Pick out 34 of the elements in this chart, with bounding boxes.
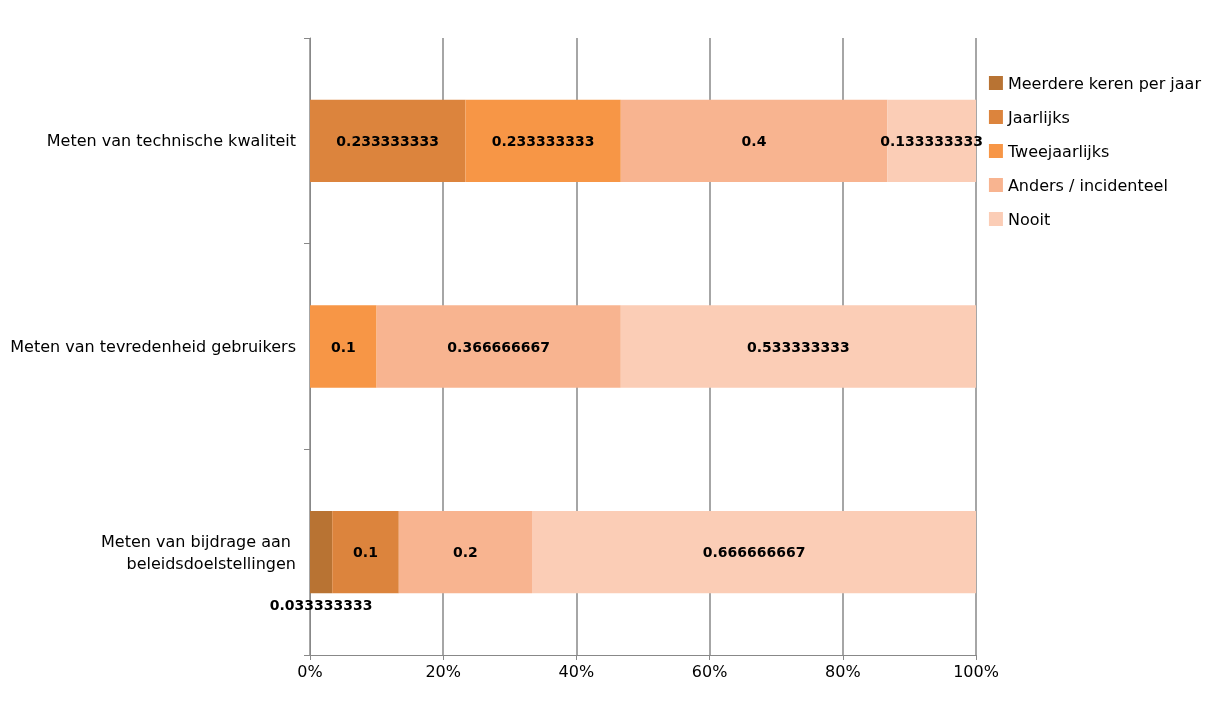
- x-tick-label: 20%: [425, 661, 461, 681]
- bar: [398, 511, 532, 594]
- bar: [620, 305, 976, 388]
- y-tick-label: Meten van bijdrage aan beleidsdoelstellingen: [101, 531, 296, 573]
- legend-label: Nooit: [1007, 209, 1051, 229]
- x-tick-label: 80%: [825, 661, 861, 681]
- y-tick-label: Meten van tevredenheid gebruikers: [10, 337, 296, 356]
- data-label: 0.366666667: [447, 338, 551, 355]
- legend-label: Jaarlijks: [1006, 107, 1070, 127]
- legend-label: Anders / incidenteel: [1007, 175, 1168, 195]
- bar: [532, 511, 976, 594]
- x-tick-label: 100%: [953, 661, 999, 681]
- legend-label: Meerdere keren per jaar: [1007, 73, 1202, 93]
- data-label: 0.533333333: [747, 338, 850, 355]
- data-label: 0.133333333: [880, 132, 983, 149]
- y-tick-label: Meten van technische kwaliteit: [46, 131, 296, 151]
- data-label: 0.1: [353, 544, 378, 561]
- data-label: 0.666666667: [702, 544, 806, 561]
- data-label: 0.2: [452, 544, 478, 561]
- data-label: 0.233333333: [491, 132, 595, 149]
- bar: [310, 511, 333, 594]
- x-tick-label: 60%: [691, 661, 728, 681]
- legend-label: Tweejaarlijks: [1006, 141, 1110, 161]
- x-tick-label: 40%: [558, 661, 595, 681]
- bar: [376, 305, 621, 388]
- data-label: 0.1: [330, 338, 356, 355]
- bar: [332, 511, 399, 594]
- bar: [310, 305, 377, 388]
- bar: [310, 99, 466, 182]
- bar: [465, 99, 621, 182]
- data-label: 0.4: [741, 132, 767, 149]
- data-label: 0.233333333: [336, 132, 440, 149]
- data-label: 0.033333333: [269, 597, 373, 614]
- x-tick-label: 0%: [297, 661, 323, 681]
